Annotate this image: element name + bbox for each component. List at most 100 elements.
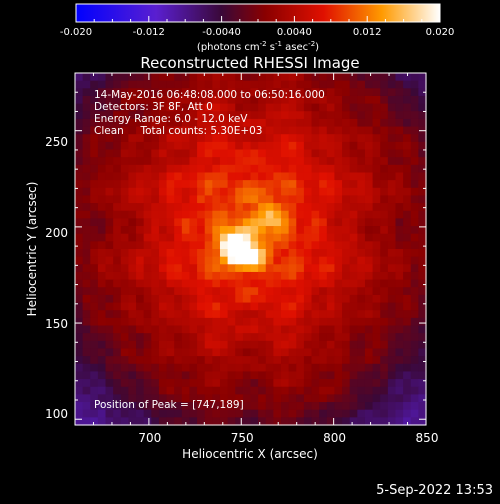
heatmap-cell	[227, 203, 236, 212]
heatmap-cell	[128, 95, 137, 105]
heatmap-cell	[113, 195, 122, 204]
heatmap-cell	[334, 302, 343, 311]
heatmap-cell	[273, 210, 282, 219]
heatmap-cell	[113, 180, 122, 189]
heatmap-cell	[265, 279, 274, 288]
heatmap-cell	[235, 111, 244, 120]
heatmap-cell	[197, 111, 206, 120]
heatmap-cell	[136, 134, 145, 143]
heatmap-cell	[181, 371, 191, 380]
heatmap-cell	[166, 73, 175, 82]
heatmap-cell	[418, 256, 427, 265]
heatmap-cell	[158, 409, 168, 418]
heatmap-cell	[288, 271, 297, 281]
heatmap-cell	[136, 249, 145, 258]
heatmap-cell	[82, 394, 91, 403]
heatmap-cell	[380, 203, 389, 212]
heatmap-cell	[143, 409, 152, 418]
heatmap-cell	[258, 111, 267, 120]
heatmap-cell	[288, 333, 297, 342]
heatmap-cell	[250, 333, 259, 342]
heatmap-cell	[204, 118, 213, 128]
heatmap-cell	[311, 310, 320, 319]
heatmap-cell	[364, 302, 374, 311]
heatmap-cell	[387, 264, 397, 273]
heatmap-cell	[219, 134, 229, 143]
heatmap-cell	[357, 80, 366, 89]
heatmap-cell	[364, 80, 374, 89]
heatmap-cell	[319, 379, 328, 388]
heatmap-cell	[326, 371, 336, 380]
heatmap-cell	[212, 111, 221, 120]
heatmap-cell	[250, 226, 259, 235]
heatmap-cell	[242, 195, 252, 204]
heatmap-cell	[82, 203, 91, 212]
heatmap-cell	[395, 356, 404, 365]
heatmap-cell	[181, 356, 191, 365]
heatmap-cell	[120, 103, 130, 112]
heatmap-cell	[158, 394, 168, 403]
heatmap-cell	[372, 226, 381, 235]
heatmap-cell	[418, 371, 427, 380]
heatmap-cell	[212, 279, 221, 288]
heatmap-cell	[372, 356, 381, 365]
heatmap-cell	[97, 118, 107, 128]
heatmap-cell	[75, 348, 84, 357]
heatmap-cell	[181, 210, 191, 219]
heatmap-cell	[151, 226, 160, 235]
heatmap-cell	[326, 164, 336, 174]
heatmap-cell	[387, 249, 397, 258]
heatmap-cell	[334, 317, 343, 327]
unit-part: asec	[282, 42, 308, 53]
heatmap-cell	[143, 356, 152, 365]
heatmap-cell	[326, 157, 336, 166]
heatmap-cell	[227, 126, 236, 135]
heatmap-cell	[311, 333, 320, 342]
heatmap-cell	[204, 279, 213, 288]
heatmap-cell	[75, 103, 84, 112]
heatmap-cell	[212, 394, 221, 403]
heatmap-cell	[395, 141, 404, 151]
heatmap-cell	[250, 402, 259, 411]
heatmap-cell	[250, 88, 259, 97]
heatmap-cell	[82, 287, 91, 296]
heatmap-cell	[90, 348, 99, 357]
heatmap-cell	[197, 164, 206, 174]
heatmap-cell	[227, 249, 236, 258]
heatmap-cell	[326, 249, 336, 258]
heatmap-cell	[136, 256, 145, 265]
heatmap-cell	[296, 149, 305, 158]
heatmap-cell	[273, 103, 282, 112]
heatmap-cell	[326, 394, 336, 403]
heatmap-cell	[364, 348, 374, 357]
heatmap-cell	[90, 73, 99, 82]
heatmap-cell	[296, 172, 305, 181]
heatmap-cell	[334, 279, 343, 288]
heatmap-cell	[281, 141, 290, 151]
heatmap-cell	[197, 149, 206, 158]
heatmap-cell	[151, 141, 160, 151]
heatmap-cell	[334, 256, 343, 265]
heatmap-cell	[189, 271, 198, 281]
heatmap-cell	[334, 126, 343, 135]
annotation-clean-counts: Clean Total counts: 5.30E+03	[94, 125, 263, 137]
heatmap-cell	[75, 279, 84, 288]
heatmap-cell	[418, 264, 427, 273]
heatmap-cell	[120, 294, 130, 304]
heatmap-cell	[120, 264, 130, 273]
heatmap-cell	[380, 111, 389, 120]
heatmap-cell	[113, 187, 122, 197]
heatmap-cell	[410, 371, 419, 380]
heatmap-cell	[242, 126, 252, 135]
heatmap-cell	[296, 134, 305, 143]
heatmap-cell	[342, 394, 351, 403]
heatmap-cell	[418, 118, 427, 128]
heatmap-cell	[136, 111, 145, 120]
heatmap-cell	[410, 180, 419, 189]
heatmap-cell	[372, 348, 381, 357]
heatmap-cell	[158, 325, 168, 334]
heatmap-cell	[334, 409, 343, 418]
heatmap-cell	[387, 417, 397, 426]
heatmap-cell	[158, 363, 168, 373]
heatmap-cell	[342, 310, 351, 319]
